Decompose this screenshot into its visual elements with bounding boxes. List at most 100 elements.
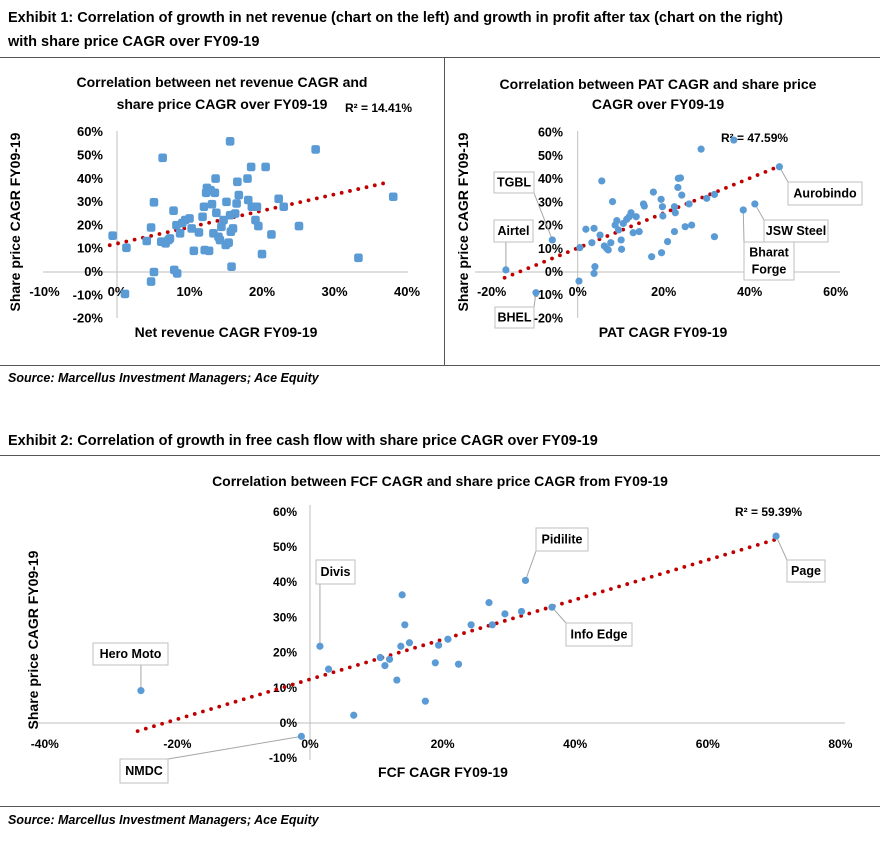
trendline-dot [107,243,112,248]
x-tick-label: 60% [823,285,848,299]
data-point [172,269,182,278]
trendline-dot [543,606,548,611]
trendline-dot [617,584,621,589]
data-point [488,621,496,629]
data-point [576,244,584,252]
data-point [435,641,443,649]
trendline-dot [755,173,760,177]
trendline-dot [534,263,539,267]
trendline-dot [347,665,352,670]
data-point [670,203,679,211]
x-tick-label: 20% [651,285,676,299]
callout-box [92,642,169,666]
data-point [405,639,414,647]
trendline-dot [518,269,523,274]
y-tick-label: -10% [534,288,563,302]
trendline-dot [372,658,377,662]
exhibit2-source: Source: Marcellus Investment Managers; A… [8,813,319,827]
callout-box [493,219,534,243]
trendline-dot [453,633,458,638]
trendline-dot [339,190,344,195]
trendline-dot [396,650,401,655]
trendline-dot [364,660,368,665]
callout-label: Info Edge [571,628,628,642]
trendline-dot [314,196,319,201]
trendline-dot [290,202,294,206]
trendline-dot [298,200,303,205]
callout-leader-line [775,535,788,561]
trendline-dot [215,218,220,223]
data-point [232,199,241,208]
trendline-dot [470,628,475,633]
callout-box [786,559,826,583]
chart-title: Correlation between net revenue CAGR and [77,74,368,90]
data-point [217,222,226,232]
callout-box [763,219,829,243]
data-point [608,198,617,206]
data-point [632,213,640,221]
data-point [261,162,270,172]
trendline-dot [258,692,262,697]
trendline-dot [565,250,570,255]
exhibit1-title-line2: with share price CAGR over FY09-19 [8,34,260,50]
y-tick-label: 0% [280,716,298,730]
data-point [149,267,159,277]
x-tick-label: 30% [321,284,347,299]
data-point [212,208,221,218]
trendline-dot [605,234,610,238]
data-point [225,136,235,146]
trendline-dot [306,198,311,203]
data-point [730,136,738,144]
data-point [613,217,621,225]
x-axis-title: PAT CAGR FY09-19 [599,324,728,340]
data-point [521,576,530,585]
trendline-dot [637,221,641,226]
trendline-dot [413,645,417,650]
data-point [607,239,615,247]
data-point [228,224,238,233]
data-point [227,262,236,271]
trendline-dot [241,697,246,702]
data-point [548,603,556,611]
exhibit2-title: Exhibit 2: Correlation of growth in free… [8,433,598,449]
trendline-dot [240,213,245,218]
callout-label: Bharat [749,246,789,260]
trendline-dot [331,192,336,197]
data-point [267,230,276,239]
trendline-dot [248,211,253,216]
trendline-dot [584,594,589,599]
trendline-dot [381,181,385,186]
trendline-dot [690,562,695,567]
data-point [257,249,267,259]
data-point [703,194,711,202]
data-point [640,202,648,210]
data-point [243,195,253,205]
trendline-dot [502,618,507,623]
trendline-dot [201,709,205,714]
chart-title: Correlation between FCF CAGR and share p… [212,473,668,489]
data-point [751,200,759,208]
trendline-dot [176,716,181,721]
chart-fcf: -40%-20%0%20%40%60%80%-10%0%10%20%30%40%… [25,473,853,784]
trendline-dot [356,187,361,191]
trendline-dot [265,207,270,212]
trendline-dot [502,275,507,280]
data-point [254,221,263,231]
trendline-dot [307,677,311,682]
data-point [688,221,696,229]
data-point [234,190,244,200]
trendline-dot [266,689,271,694]
trendline-dot [600,589,605,594]
data-point [659,212,667,220]
exhibit2-top-divider [0,455,880,456]
trendline-dot [116,241,120,246]
trendline-dot [652,214,657,219]
callout-leader-line [525,550,537,581]
trendline-dot [339,667,344,672]
y-axis-title: Share price CAGR FY09-19 [455,132,471,311]
y-tick-label: 60% [77,124,103,139]
data-point [591,263,599,271]
trendline-dot [715,555,719,560]
callout-box [565,622,633,647]
data-point [501,610,509,618]
